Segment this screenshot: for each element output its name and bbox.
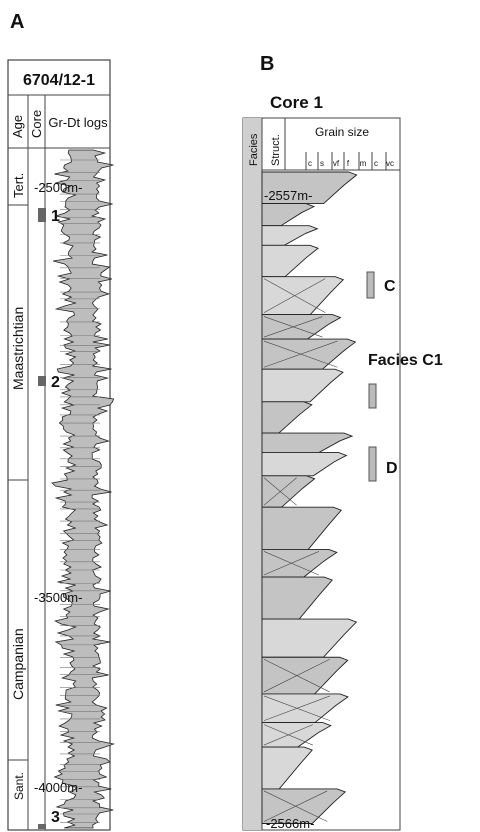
log-frame [7,59,111,831]
age-label: Maastrichtian [10,307,26,390]
core-number: 2 [51,374,60,391]
core-number: 3 [51,809,60,826]
bed [261,451,348,477]
core-number: 1 [51,208,60,225]
bed [261,314,342,340]
bed [261,693,349,724]
bed [261,244,319,278]
facies-column [243,118,262,830]
column-header: Age [10,115,25,138]
column-header: Core [29,110,44,138]
cross [263,551,319,576]
annotation: C [384,278,396,295]
bed [261,225,319,246]
bed [261,722,332,748]
grain-class: c [308,159,312,168]
grain-class: f [347,159,350,168]
cross [263,790,328,822]
depth-label: -2557m- [264,188,312,203]
cross [263,278,326,313]
depth-label: -2500m- [34,180,82,195]
cross [263,316,323,338]
bed [261,368,344,403]
column-header: Grain size [315,125,369,139]
bed [261,746,313,790]
annotation: Facies C1 [368,352,443,369]
bed [261,618,358,658]
grain-class: vc [386,159,394,168]
bed [261,276,345,316]
depth-label: -3500m- [34,590,82,605]
cross [263,724,313,746]
core-marker [38,208,46,222]
cross [263,340,338,368]
core-marker [38,824,46,829]
bed [261,506,343,550]
grain-class: c [374,159,378,168]
well-name: 6704/12-1 [23,72,95,89]
age-label: Campanian [10,628,26,700]
bed [261,475,316,508]
column-header: Facies [248,133,260,166]
age-label: Tert. [11,173,26,198]
depth-label: -4000m- [34,780,82,795]
sample-bar [368,383,377,409]
sample-bar [368,446,377,482]
age-label: Sant. [12,772,26,800]
sample-bar [366,271,375,299]
bed [261,788,347,824]
bed [261,432,354,453]
grain-class: m [360,159,367,168]
grain-class: vf [333,159,340,168]
bed [261,576,333,620]
bed [261,401,313,434]
depth-label: -2566m- [266,816,314,831]
core-title: Core 1 [270,93,323,112]
column-header: Struct. [270,134,282,166]
bed [261,656,349,695]
grain-class: s [320,159,324,168]
panel-label: A [10,11,24,33]
bed [261,338,357,370]
panel-label: B [260,53,274,75]
annotation: D [386,460,398,477]
cross [263,477,297,506]
bed [261,203,316,227]
core-marker [38,376,46,386]
bed [261,548,338,578]
log-trace [51,149,116,829]
column-header: Gr-Dt logs [48,115,108,130]
cross [263,658,330,693]
cross [263,695,331,721]
